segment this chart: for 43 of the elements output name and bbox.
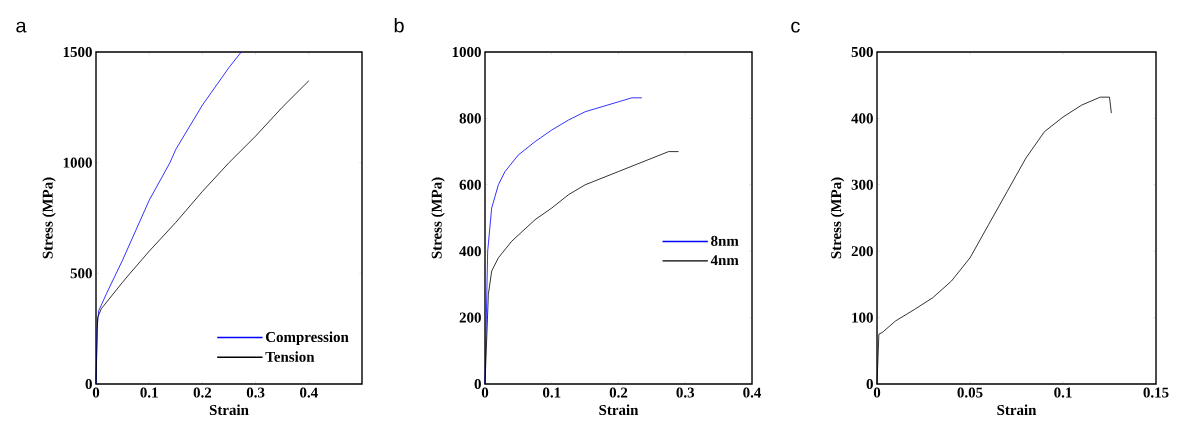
x-axis-title: Strain bbox=[997, 404, 1037, 416]
y-tick-label: 0 bbox=[85, 378, 92, 390]
x-axis-title: Strain bbox=[599, 404, 639, 416]
x-tick-label: 0.15 bbox=[1143, 387, 1169, 398]
y-tick-label: 300 bbox=[851, 179, 873, 190]
legend-label: 8nm bbox=[711, 235, 739, 246]
legend-label: Tension bbox=[265, 351, 315, 362]
x-tick-label: 0.2 bbox=[609, 387, 628, 398]
x-tick-label: 0.1 bbox=[542, 387, 561, 398]
chart-title: b bbox=[394, 17, 404, 33]
y-tick-label: 1000 bbox=[452, 46, 481, 58]
x-tick-label: 0.1 bbox=[140, 387, 158, 398]
x-tick-label: 0.3 bbox=[246, 387, 265, 398]
y-tick-label: 500 bbox=[851, 46, 873, 58]
y-tick-label: 500 bbox=[70, 268, 92, 279]
y-axis-title: Stress (MPa) bbox=[830, 177, 845, 259]
chart-title: a bbox=[16, 21, 27, 33]
x-tick-label: 0 bbox=[92, 387, 100, 398]
y-tick-label: 0 bbox=[866, 378, 873, 390]
y-tick-label: 400 bbox=[851, 113, 873, 124]
y-tick-label: 100 bbox=[852, 312, 873, 323]
x-tick-label: 0.4 bbox=[300, 387, 318, 398]
x-tick-label: 0.4 bbox=[743, 387, 762, 398]
y-tick-label: 800 bbox=[459, 113, 481, 124]
x-tick-label: 0.2 bbox=[193, 387, 212, 398]
y-tick-label: 1500 bbox=[63, 46, 92, 58]
y-tick-label: 400 bbox=[459, 246, 481, 257]
y-tick-label: 1000 bbox=[63, 157, 92, 168]
legend-label: Compression bbox=[265, 331, 349, 346]
y-axis-title: Stress (MPa) bbox=[42, 177, 56, 259]
x-tick-label: 0 bbox=[873, 387, 881, 398]
x-tick-label: 0.3 bbox=[676, 387, 695, 398]
y-axis-title: Stress (MPa) bbox=[431, 177, 445, 259]
y-tick-label: 600 bbox=[459, 179, 481, 190]
x-tick-label: 0.05 bbox=[957, 387, 983, 398]
chart-title: c bbox=[791, 21, 800, 33]
legend-label: 4nm bbox=[710, 255, 739, 266]
x-tick-label: 0 bbox=[481, 387, 489, 398]
y-tick-label: 0 bbox=[474, 378, 481, 390]
x-axis-title: Strain bbox=[209, 404, 249, 416]
x-tick-label: 0.1 bbox=[1054, 387, 1072, 398]
y-tick-label: 200 bbox=[851, 246, 873, 257]
y-tick-label: 200 bbox=[459, 312, 481, 323]
